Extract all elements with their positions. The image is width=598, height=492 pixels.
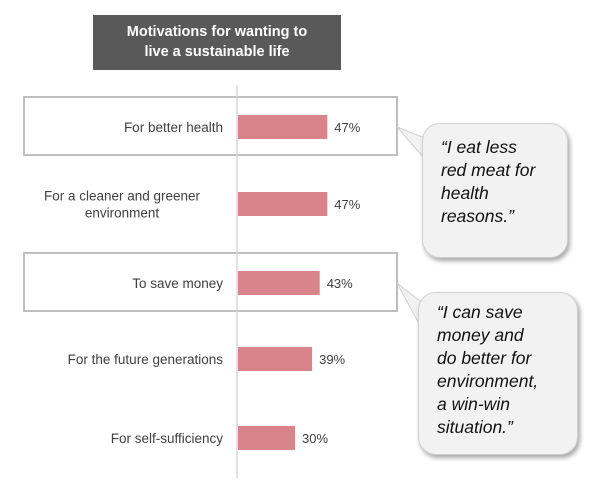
quote-line: health	[441, 183, 489, 204]
bar	[238, 426, 295, 450]
quote-line: do better for	[437, 348, 532, 369]
chart-title-line: Motivations for wanting to	[126, 23, 308, 40]
category-label: For better health	[124, 120, 223, 135]
quote-bubble-health: “I eat less red meat for health reasons.…	[422, 123, 568, 258]
quote-line: red meat for	[441, 160, 536, 181]
data-label: 39%	[319, 352, 345, 367]
bar	[238, 115, 328, 139]
category-label: To save money	[132, 276, 223, 291]
category-label: For a cleaner and greener	[44, 189, 201, 204]
quote-line: “I eat less	[441, 137, 517, 157]
highlight-box	[23, 252, 398, 312]
bar	[238, 192, 328, 216]
category-label: For the future generations	[68, 352, 224, 367]
data-label: 43%	[327, 276, 353, 291]
data-label: 47%	[334, 120, 360, 135]
quote-bubble-money: “I can save money and do better for envi…	[418, 292, 578, 455]
quote-line: a win-win	[437, 394, 510, 415]
chart-title-line: live a sustainable life	[144, 43, 290, 60]
data-label: 30%	[302, 431, 328, 446]
highlight-box	[23, 96, 398, 156]
quote-line: “I can save	[437, 302, 523, 322]
category-label: For self-sufficiency	[111, 431, 224, 446]
chart-title: Motivations for wanting to live a sustai…	[93, 15, 341, 70]
quote-line: money and	[437, 325, 524, 346]
quote-line: environment,	[437, 371, 539, 392]
quote-line: reasons.”	[441, 206, 514, 227]
bar	[238, 271, 320, 295]
bar	[238, 347, 313, 371]
data-label: 47%	[334, 197, 360, 212]
quote-line: situation.”	[437, 417, 513, 438]
category-label: environment	[85, 206, 160, 221]
